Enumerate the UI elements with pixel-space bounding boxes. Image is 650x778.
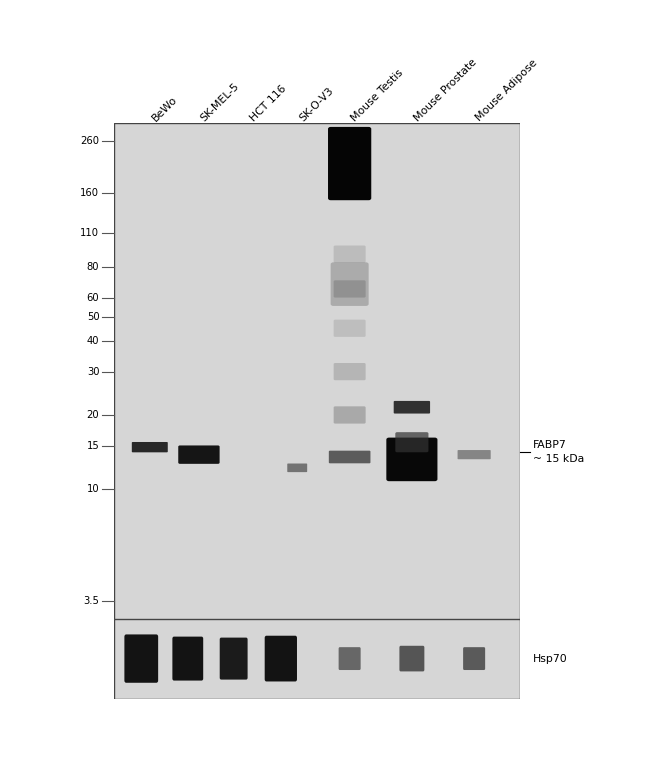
FancyBboxPatch shape [329, 450, 370, 464]
FancyBboxPatch shape [399, 646, 424, 671]
FancyBboxPatch shape [287, 464, 307, 472]
Text: Mouse Testis: Mouse Testis [350, 68, 406, 124]
FancyBboxPatch shape [458, 450, 491, 459]
Text: SK-O-V3: SK-O-V3 [297, 86, 335, 124]
Text: 160: 160 [81, 187, 99, 198]
Text: SK-MEL-5: SK-MEL-5 [199, 81, 241, 124]
Text: 110: 110 [81, 228, 99, 238]
FancyBboxPatch shape [333, 246, 365, 263]
Text: Hsp70: Hsp70 [533, 654, 568, 664]
Text: 30: 30 [87, 366, 99, 377]
Text: HCT 116: HCT 116 [248, 83, 288, 124]
Text: 50: 50 [86, 312, 99, 322]
Text: 40: 40 [87, 336, 99, 346]
FancyBboxPatch shape [220, 638, 248, 680]
FancyBboxPatch shape [463, 647, 485, 670]
FancyBboxPatch shape [333, 320, 365, 337]
Text: Mouse Adipose: Mouse Adipose [474, 58, 540, 124]
FancyBboxPatch shape [386, 437, 437, 481]
Text: 60: 60 [86, 293, 99, 303]
FancyBboxPatch shape [395, 432, 428, 452]
FancyBboxPatch shape [333, 406, 365, 423]
FancyBboxPatch shape [124, 634, 158, 683]
FancyBboxPatch shape [339, 647, 361, 670]
Text: 10: 10 [86, 484, 99, 494]
FancyBboxPatch shape [178, 446, 220, 464]
Text: 15: 15 [86, 440, 99, 450]
FancyBboxPatch shape [394, 401, 430, 414]
Text: 3.5: 3.5 [83, 596, 99, 606]
Text: 20: 20 [86, 410, 99, 420]
Text: Mouse Prostate: Mouse Prostate [412, 57, 478, 124]
FancyBboxPatch shape [132, 442, 168, 452]
Text: 260: 260 [81, 135, 99, 145]
Text: BeWo: BeWo [150, 94, 179, 124]
Text: 80: 80 [87, 261, 99, 272]
FancyBboxPatch shape [333, 280, 365, 297]
FancyBboxPatch shape [172, 636, 203, 681]
FancyBboxPatch shape [331, 262, 369, 306]
FancyBboxPatch shape [328, 127, 371, 200]
FancyBboxPatch shape [333, 363, 365, 380]
Text: FABP7
~ 15 kDa: FABP7 ~ 15 kDa [533, 440, 584, 464]
FancyBboxPatch shape [265, 636, 297, 682]
